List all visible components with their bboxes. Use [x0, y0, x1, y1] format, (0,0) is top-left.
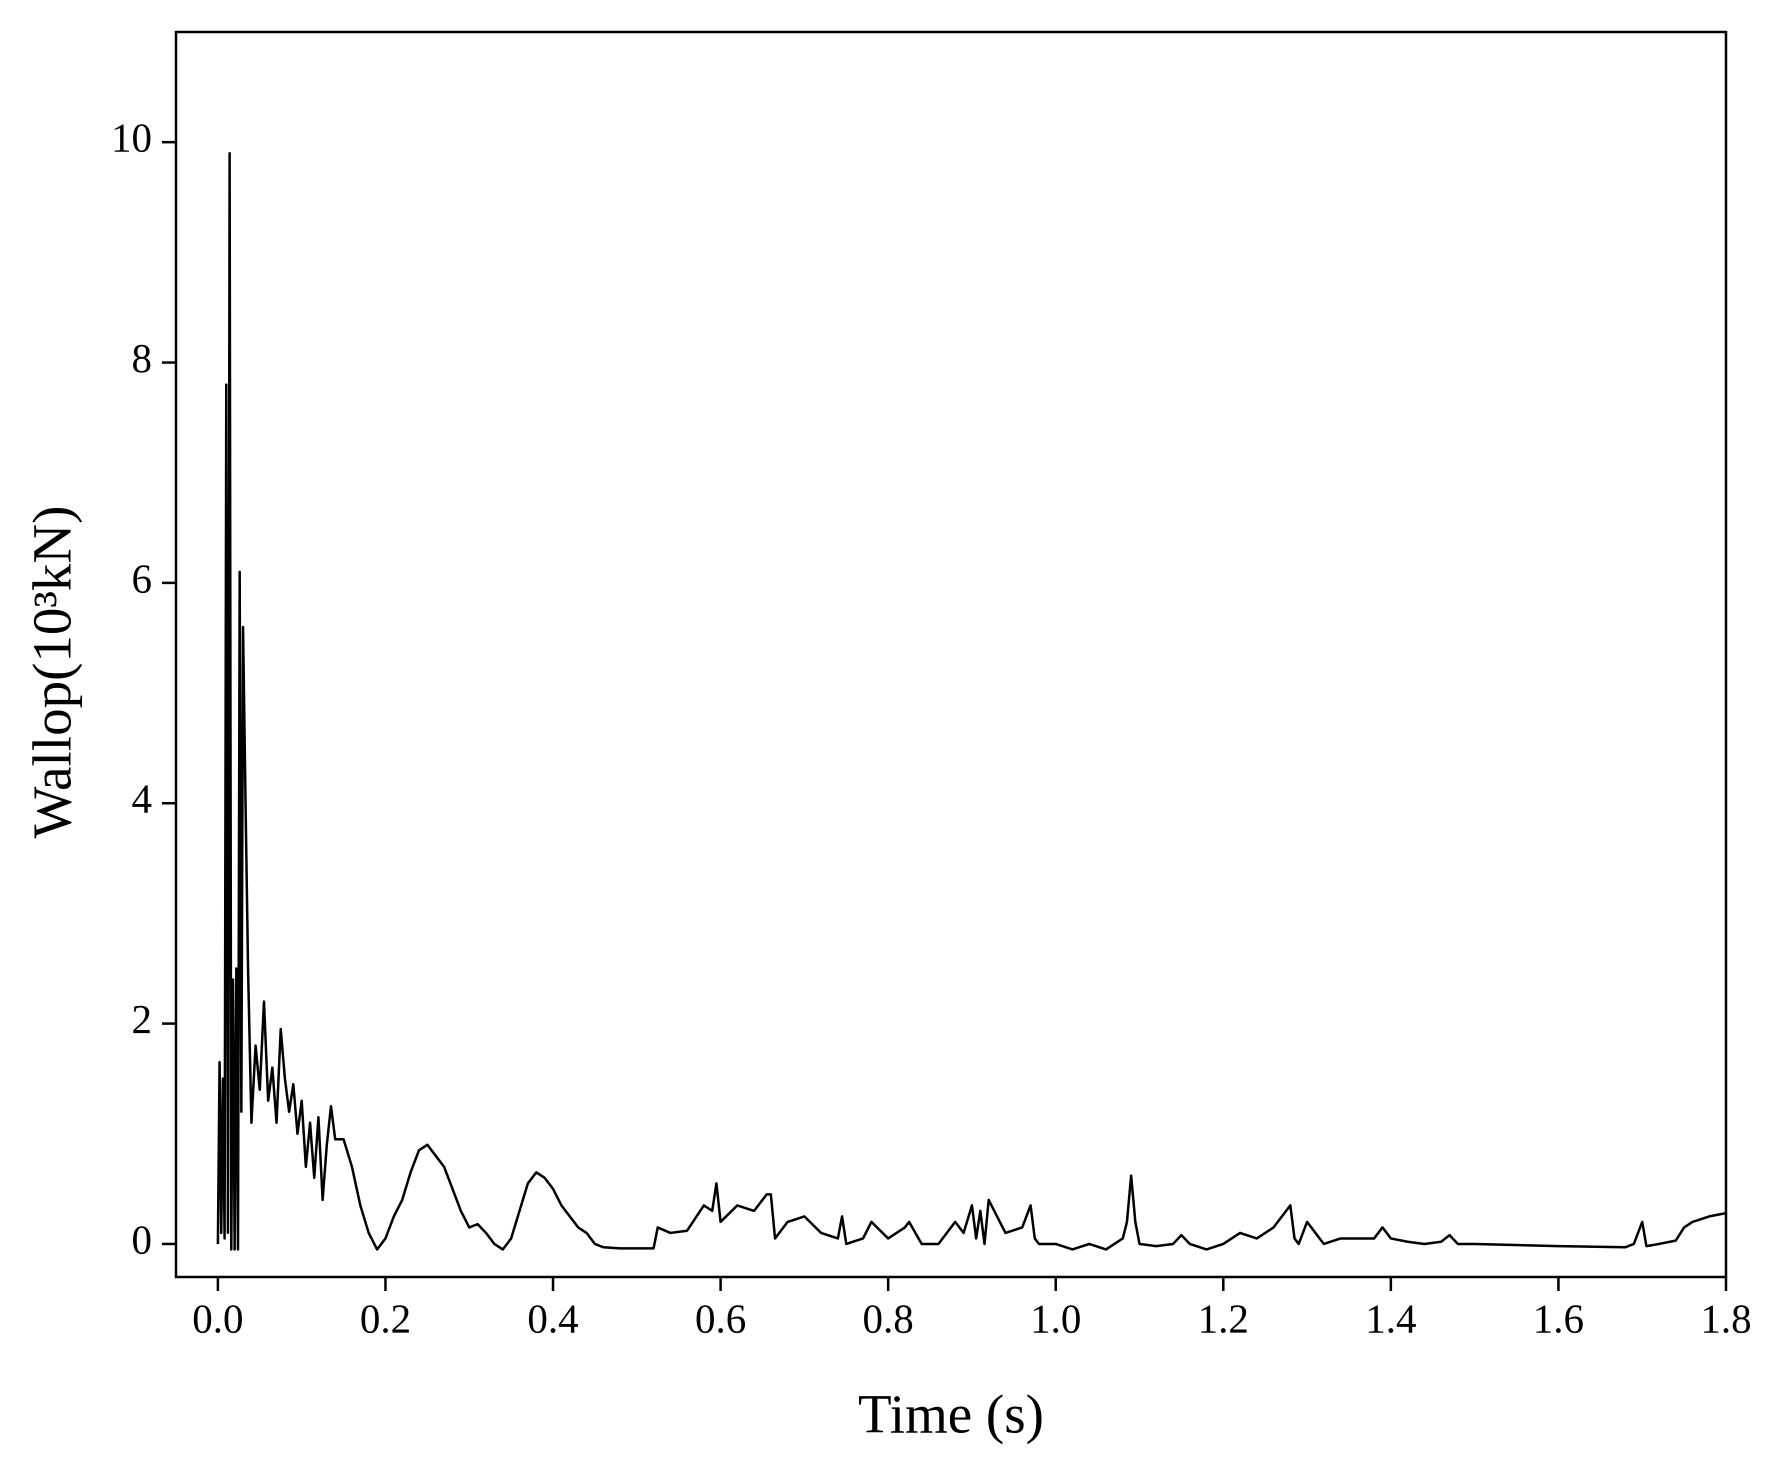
y-axis-title: Wallop(10³kN) [22, 506, 83, 839]
x-tick-label: 0.4 [527, 1295, 578, 1341]
x-tick-label: 0.0 [192, 1295, 243, 1341]
x-tick-label: 1.8 [1700, 1295, 1751, 1341]
y-tick-label: 8 [132, 335, 153, 381]
y-tick-label: 0 [132, 1216, 153, 1262]
x-tick-label: 0.2 [360, 1295, 411, 1341]
x-tick-label: 1.4 [1365, 1295, 1416, 1341]
x-axis-title: Time (s) [858, 1384, 1044, 1445]
x-tick-label: 1.0 [1030, 1295, 1081, 1341]
y-tick-label: 10 [111, 115, 152, 161]
y-tick-label: 4 [132, 776, 153, 822]
data-line [216, 151, 1727, 1251]
x-tick-label: 1.6 [1533, 1295, 1584, 1341]
x-tick-label: 0.8 [863, 1295, 914, 1341]
x-tick-label: 0.6 [695, 1295, 746, 1341]
y-tick-label: 2 [132, 996, 153, 1042]
y-tick-label: 6 [132, 555, 153, 601]
x-tick-label: 1.2 [1198, 1295, 1249, 1341]
plot-frame [174, 30, 1728, 1279]
